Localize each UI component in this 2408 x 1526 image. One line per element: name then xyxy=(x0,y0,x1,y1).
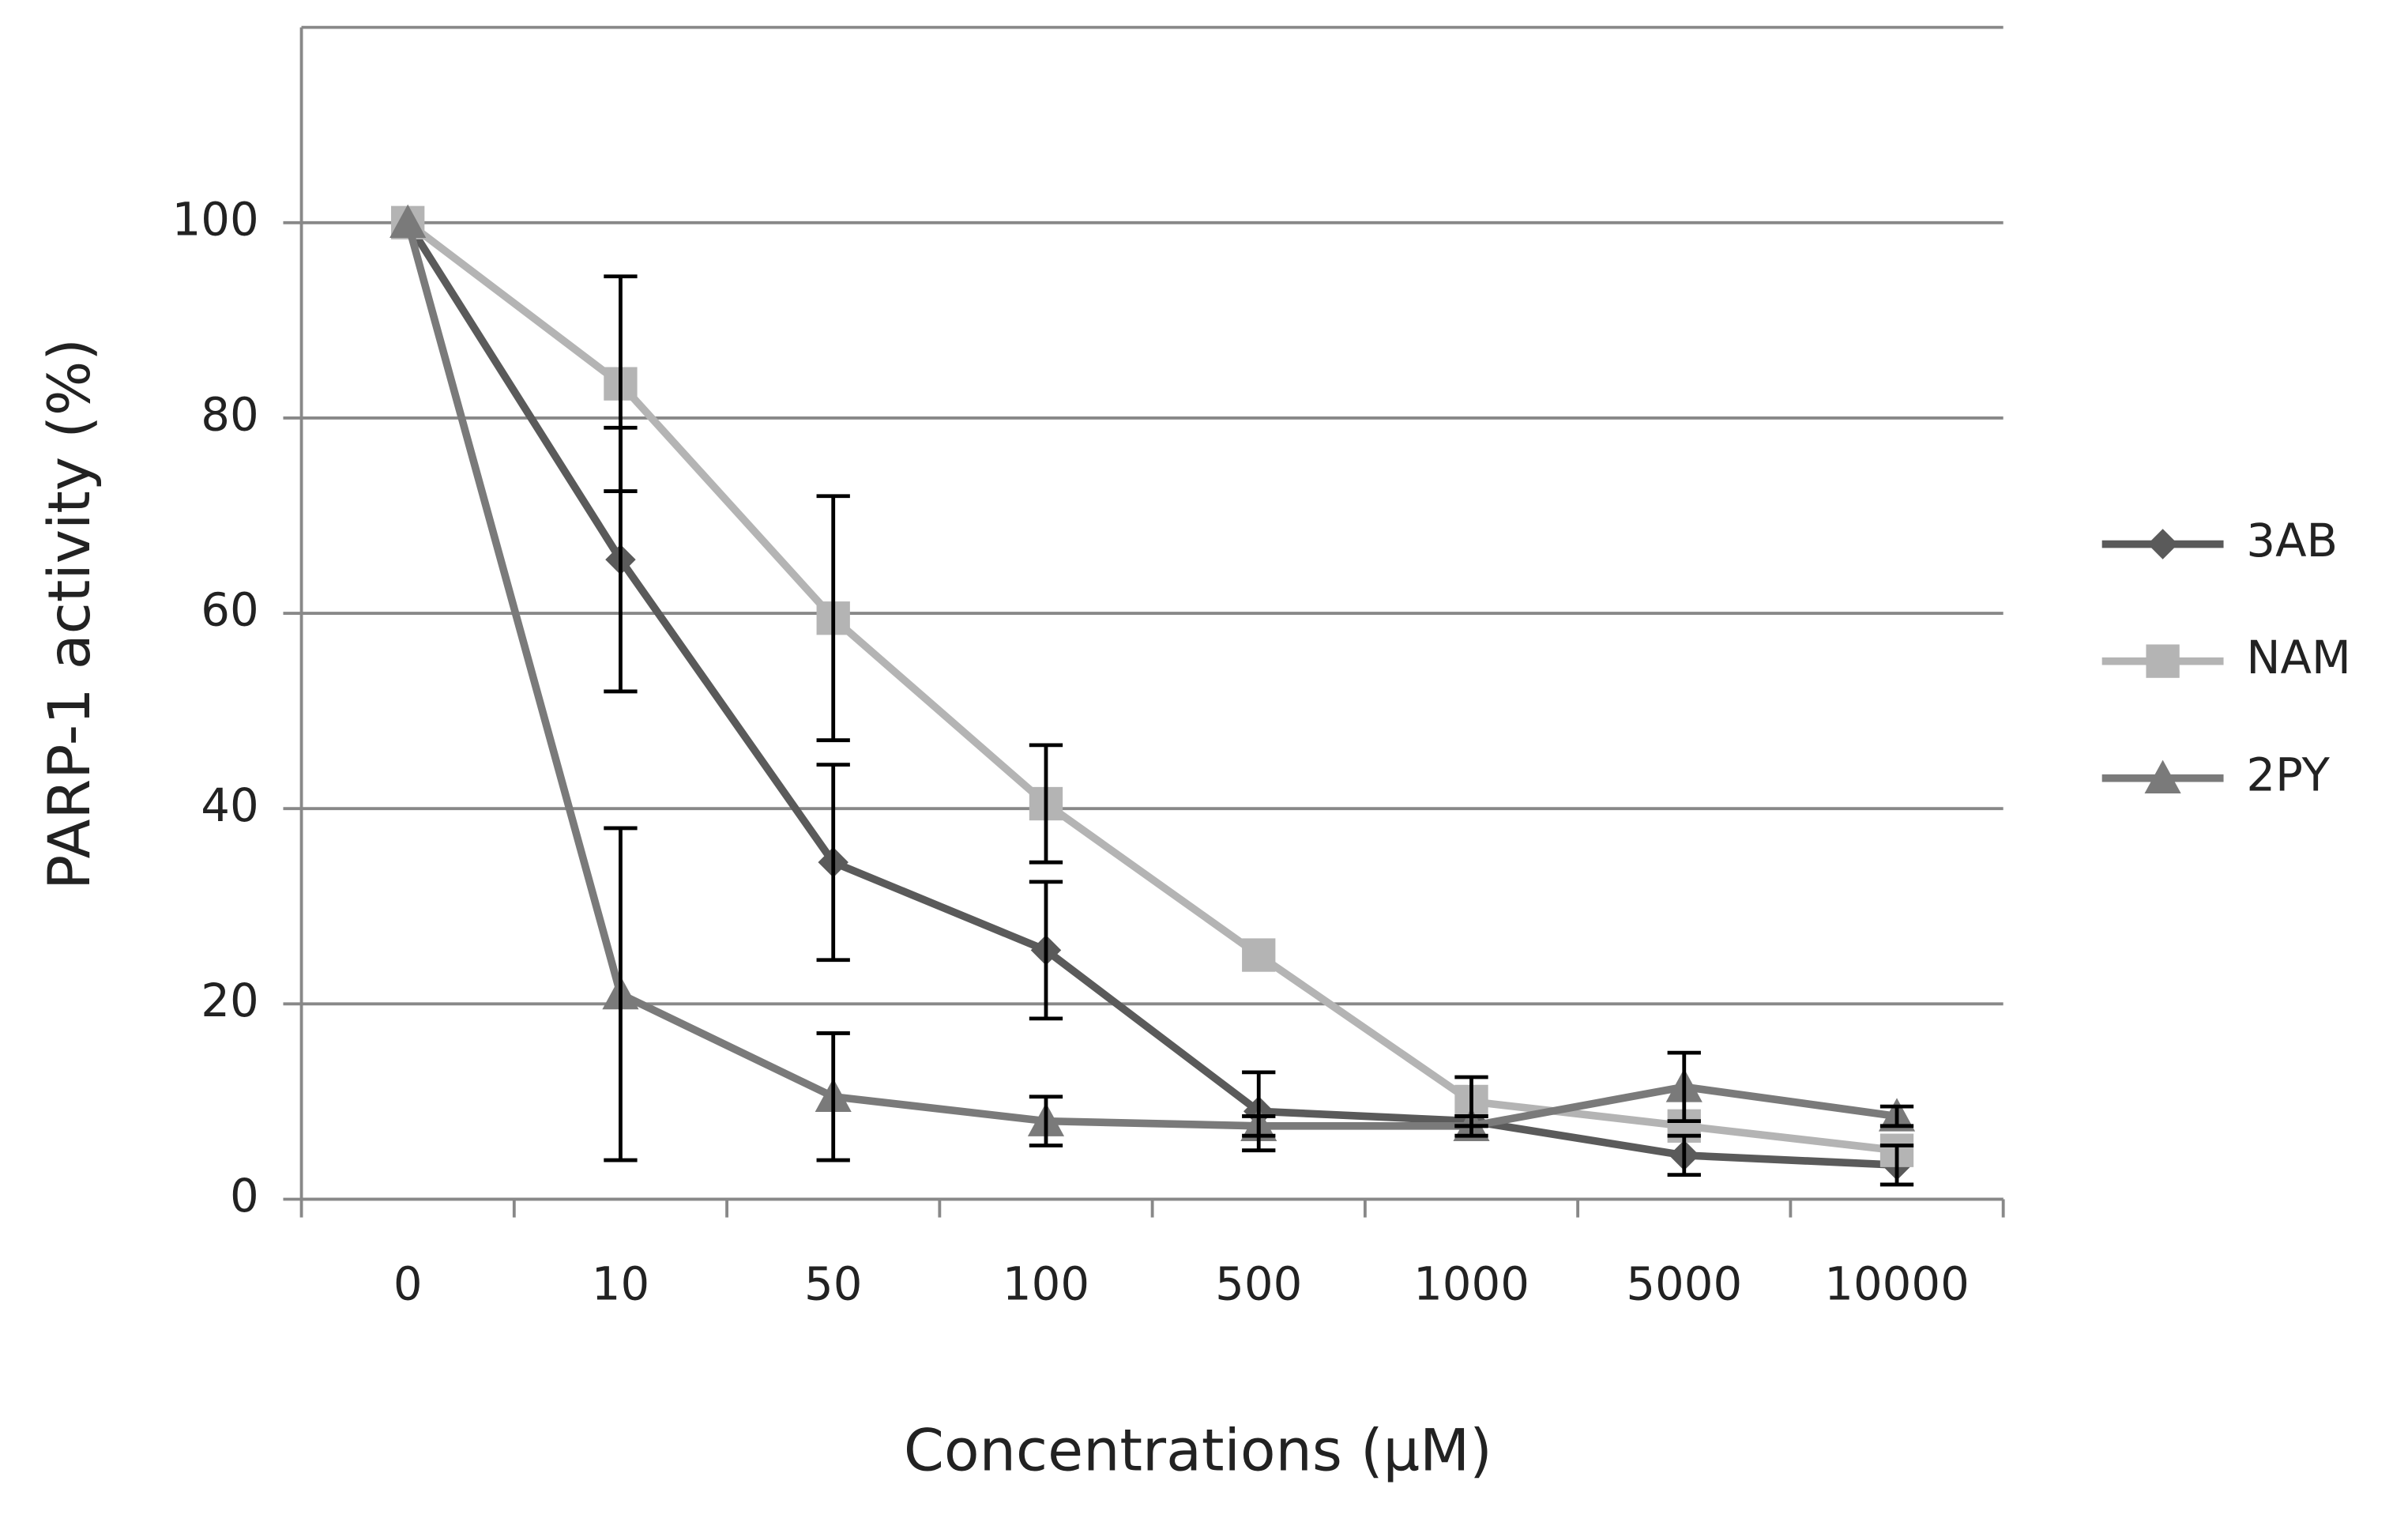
error-bar xyxy=(1029,1095,1063,1147)
error-bar xyxy=(1029,743,1063,865)
y-tick-label: 20 xyxy=(201,974,258,1027)
error-bar xyxy=(816,494,850,743)
x-tick-label: 10 xyxy=(592,1257,649,1311)
x-tick-label: 0 xyxy=(393,1257,423,1311)
x-tick-label: 5000 xyxy=(1626,1257,1742,1311)
error-bar xyxy=(1879,1144,1914,1187)
data-point xyxy=(1242,938,1276,972)
error-bar xyxy=(1667,1050,1701,1124)
data-point xyxy=(389,204,427,238)
legend-marker xyxy=(2144,759,2181,793)
y-axis-title: PARP-1 activity (%) xyxy=(36,338,103,890)
x-tick-label: 100 xyxy=(1003,1257,1089,1311)
x-tick-label: 50 xyxy=(804,1257,862,1311)
y-tick-label: 100 xyxy=(172,192,259,246)
error-bar xyxy=(1667,1133,1701,1177)
error-bar xyxy=(604,826,638,1162)
x-axis-title: Concentrations (µM) xyxy=(904,1418,1492,1485)
series-line xyxy=(404,220,1898,1170)
legend-label: 3AB xyxy=(2246,514,2338,567)
y-tick-label: 0 xyxy=(230,1169,259,1223)
error-bar xyxy=(816,1031,850,1162)
error-bar xyxy=(1029,880,1063,1021)
y-tick-label: 80 xyxy=(201,388,258,442)
legend-marker xyxy=(2147,529,2178,560)
legend-label: NAM xyxy=(2246,631,2350,684)
error-bar xyxy=(1242,1114,1276,1138)
legend-marker xyxy=(2146,644,2180,678)
error-bar xyxy=(1879,1104,1914,1128)
series-2 xyxy=(389,204,1916,1142)
x-tick-label: 500 xyxy=(1215,1257,1302,1311)
x-tick-label: 10000 xyxy=(1824,1257,1970,1311)
legend-label: 2PY xyxy=(2246,748,2330,801)
error-bar xyxy=(816,763,850,963)
x-tick-label: 1000 xyxy=(1413,1257,1529,1311)
y-tick-label: 40 xyxy=(201,778,258,832)
error-bar xyxy=(1454,1114,1488,1138)
series-line xyxy=(405,219,1898,1155)
series-1 xyxy=(391,205,1914,1167)
error-bar xyxy=(604,274,638,493)
y-tick-label: 60 xyxy=(201,583,258,637)
series-line xyxy=(404,221,1898,1130)
